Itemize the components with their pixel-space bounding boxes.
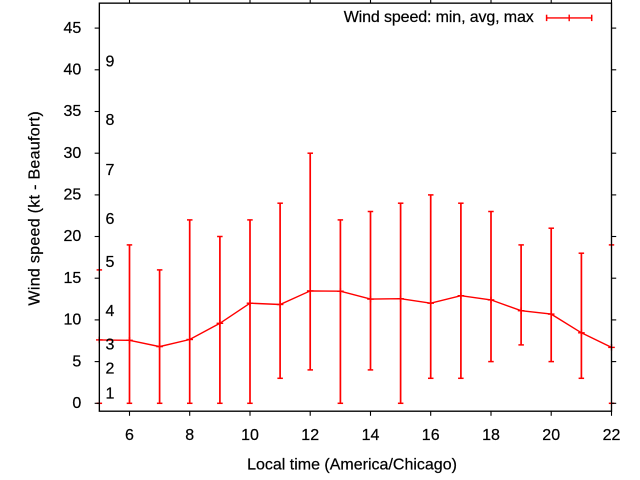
- svg-text:20: 20: [64, 228, 82, 245]
- svg-text:Wind speed: min, avg, max: Wind speed: min, avg, max: [344, 9, 534, 26]
- svg-text:5: 5: [106, 254, 115, 271]
- svg-text:4: 4: [106, 303, 115, 320]
- svg-text:45: 45: [64, 20, 82, 37]
- svg-text:10: 10: [241, 427, 259, 444]
- svg-text:2: 2: [106, 361, 115, 378]
- svg-text:15: 15: [64, 270, 82, 287]
- svg-text:12: 12: [301, 427, 319, 444]
- svg-text:Wind speed (kt - Beaufort): Wind speed (kt - Beaufort): [26, 111, 43, 306]
- svg-text:9: 9: [106, 53, 115, 70]
- svg-text:Local time (America/Chicago): Local time (America/Chicago): [247, 457, 457, 474]
- svg-text:40: 40: [64, 62, 82, 79]
- svg-text:3: 3: [106, 337, 115, 354]
- svg-text:18: 18: [482, 427, 500, 444]
- svg-text:22: 22: [603, 427, 621, 444]
- svg-text:6: 6: [106, 211, 115, 228]
- svg-text:8: 8: [106, 112, 115, 129]
- svg-text:6: 6: [125, 427, 134, 444]
- svg-text:35: 35: [64, 103, 82, 120]
- svg-text:16: 16: [422, 427, 440, 444]
- svg-text:1: 1: [106, 385, 115, 402]
- svg-text:14: 14: [362, 427, 380, 444]
- svg-text:10: 10: [64, 312, 82, 329]
- svg-text:20: 20: [542, 427, 560, 444]
- svg-text:7: 7: [106, 162, 115, 179]
- svg-text:0: 0: [72, 395, 81, 412]
- svg-text:30: 30: [64, 145, 82, 162]
- svg-text:5: 5: [72, 353, 81, 370]
- svg-text:8: 8: [185, 427, 194, 444]
- svg-text:25: 25: [64, 187, 82, 204]
